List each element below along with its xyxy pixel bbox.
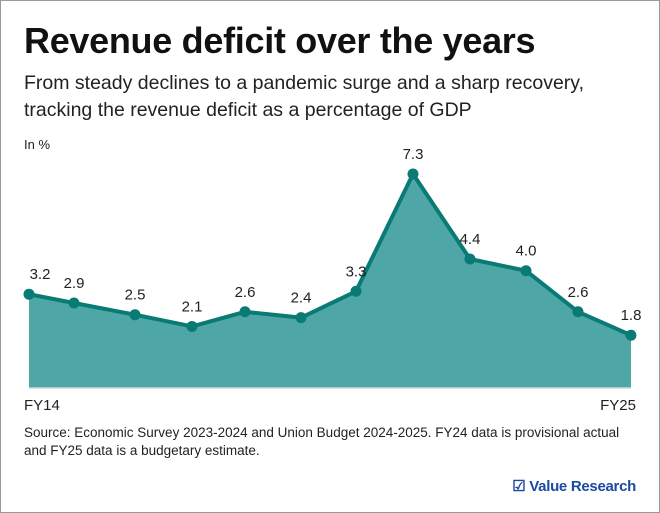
chart-subtitle: From steady declines to a pandemic surge… <box>24 72 585 121</box>
data-label-FY21: 7.3 <box>403 146 424 163</box>
area-fill <box>29 174 631 388</box>
data-point-FY19 <box>295 312 307 324</box>
data-point-FY16 <box>129 309 141 321</box>
data-label-FY24: 2.6 <box>568 284 589 301</box>
source-note: Source: Economic Survey 2023-2024 and Un… <box>24 425 620 458</box>
y-axis-label: In % <box>24 137 51 152</box>
chart-title: Revenue deficit over the years <box>24 20 536 61</box>
value-research-logo: ☑ Value Research <box>512 477 636 495</box>
logo-text: Value Research <box>529 478 636 495</box>
series-line <box>28 172 632 338</box>
data-point-FY24 <box>572 306 584 318</box>
data-label-FY19: 2.4 <box>291 290 312 307</box>
data-label-FY18: 2.6 <box>235 284 256 301</box>
data-label-FY15: 2.9 <box>64 275 85 292</box>
x-tick-first: FY14 <box>24 397 60 414</box>
data-point-FY21 <box>407 168 419 180</box>
x-tick-last: FY25 <box>600 397 636 414</box>
checkbox-icon: ☑ <box>512 478 530 495</box>
data-label-FY14: 3.2 <box>30 266 51 283</box>
data-point-FY18 <box>239 306 251 318</box>
data-point-FY14 <box>23 288 35 300</box>
data-point-FY17 <box>186 320 198 332</box>
data-point-FY15 <box>68 297 80 309</box>
data-label-FY25: 1.8 <box>621 307 642 324</box>
data-label-FY22: 4.4 <box>460 231 481 248</box>
data-label-FY17: 2.1 <box>182 298 203 315</box>
data-label-FY20: 3.3 <box>346 263 367 280</box>
data-point-FY22 <box>464 253 476 265</box>
data-label-FY16: 2.5 <box>125 287 146 304</box>
data-point-FY25 <box>625 329 637 341</box>
data-point-FY20 <box>350 285 362 297</box>
data-point-FY23 <box>520 265 532 277</box>
data-label-FY23: 4.0 <box>516 243 537 260</box>
